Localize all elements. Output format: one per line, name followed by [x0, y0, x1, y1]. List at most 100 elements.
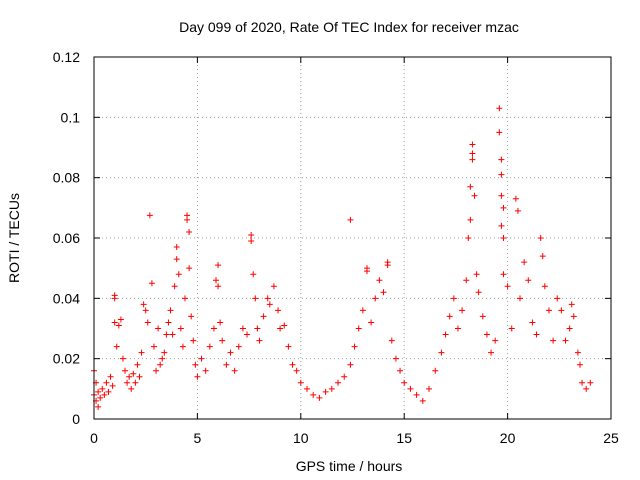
data-point	[529, 319, 536, 326]
data-point	[231, 367, 238, 374]
data-point	[442, 331, 449, 338]
data-point	[260, 313, 267, 320]
data-point	[550, 337, 557, 344]
data-point	[322, 388, 329, 395]
data-point	[171, 283, 178, 290]
data-point	[533, 331, 540, 338]
data-point	[413, 391, 420, 398]
data-point	[289, 361, 296, 368]
data-point	[419, 397, 426, 404]
data-point	[351, 343, 358, 350]
y-tick-label: 0.08	[53, 170, 80, 186]
data-point	[219, 337, 226, 344]
chart-title: Day 099 of 2020, Rate Of TEC Index for r…	[179, 19, 519, 35]
data-point	[206, 343, 213, 350]
data-point	[483, 331, 490, 338]
data-point	[113, 343, 120, 350]
data-point	[142, 307, 149, 314]
data-point	[347, 216, 354, 223]
data-point	[545, 307, 552, 314]
y-tick-label: 0.04	[53, 290, 80, 306]
data-point	[438, 349, 445, 356]
y-axis-label: ROTI / TECUs	[6, 193, 22, 283]
data-point	[376, 277, 383, 284]
data-point	[285, 343, 292, 350]
data-point	[525, 277, 532, 284]
data-point	[159, 355, 166, 362]
data-point	[446, 313, 453, 320]
data-point	[467, 183, 474, 190]
data-point	[310, 391, 317, 398]
data-point	[392, 355, 399, 362]
x-tick-label: 5	[194, 430, 202, 446]
data-point	[397, 367, 404, 374]
data-point	[537, 235, 544, 241]
data-point	[471, 192, 478, 199]
data-point	[188, 313, 195, 320]
data-point	[213, 277, 220, 284]
data-point	[138, 349, 145, 356]
data-point	[407, 385, 414, 392]
data-point	[215, 262, 222, 269]
data-point	[101, 391, 108, 398]
data-point	[500, 204, 507, 211]
data-point	[194, 373, 201, 380]
data-point	[95, 403, 102, 410]
data-point	[384, 262, 391, 269]
data-point	[504, 283, 511, 290]
data-point	[235, 343, 242, 350]
y-tick-label: 0.12	[53, 49, 80, 65]
data-point	[297, 379, 304, 386]
y-tick-label: 0.02	[53, 351, 80, 367]
plot-frame	[93, 56, 612, 420]
data-point	[498, 222, 505, 229]
data-point	[119, 355, 126, 362]
data-point	[111, 292, 118, 299]
x-tick-labels: 0 5 10 15 20 25	[90, 430, 619, 446]
data-point	[500, 271, 507, 278]
data-point	[105, 388, 112, 395]
data-point	[562, 337, 569, 344]
data-point	[469, 150, 476, 157]
data-point	[467, 216, 474, 223]
data-point	[469, 156, 476, 163]
data-point	[186, 228, 193, 235]
data-point	[103, 379, 110, 386]
data-point	[293, 367, 300, 374]
data-point	[473, 271, 480, 278]
data-point	[568, 301, 575, 308]
data-point	[248, 231, 255, 238]
data-point	[264, 295, 271, 302]
data-point	[140, 301, 147, 308]
data-point	[227, 349, 234, 356]
data-point	[161, 349, 168, 356]
data-point	[570, 313, 577, 320]
data-point	[512, 195, 519, 202]
data-point	[401, 379, 408, 386]
y-tick-label: 0.1	[61, 109, 81, 125]
x-tick-label: 0	[90, 430, 98, 446]
data-point	[355, 325, 362, 332]
data-point	[266, 301, 273, 308]
data-point	[157, 361, 164, 368]
data-point	[250, 271, 257, 278]
data-point	[498, 171, 505, 178]
data-point	[372, 295, 379, 302]
data-point	[155, 325, 162, 332]
data-point	[341, 373, 348, 380]
data-point	[126, 373, 133, 380]
y-tick-label: 0.06	[53, 230, 80, 246]
data-point	[539, 253, 546, 260]
data-point	[244, 331, 251, 338]
data-point	[252, 295, 259, 302]
data-point	[173, 244, 180, 251]
data-point	[167, 307, 174, 314]
grid-lines	[94, 57, 611, 419]
data-point	[566, 325, 573, 332]
x-axis-label: GPS time / hours	[296, 458, 403, 474]
data-point	[179, 343, 186, 350]
data-point	[363, 268, 370, 275]
data-point	[304, 385, 311, 392]
data-point	[541, 283, 548, 290]
